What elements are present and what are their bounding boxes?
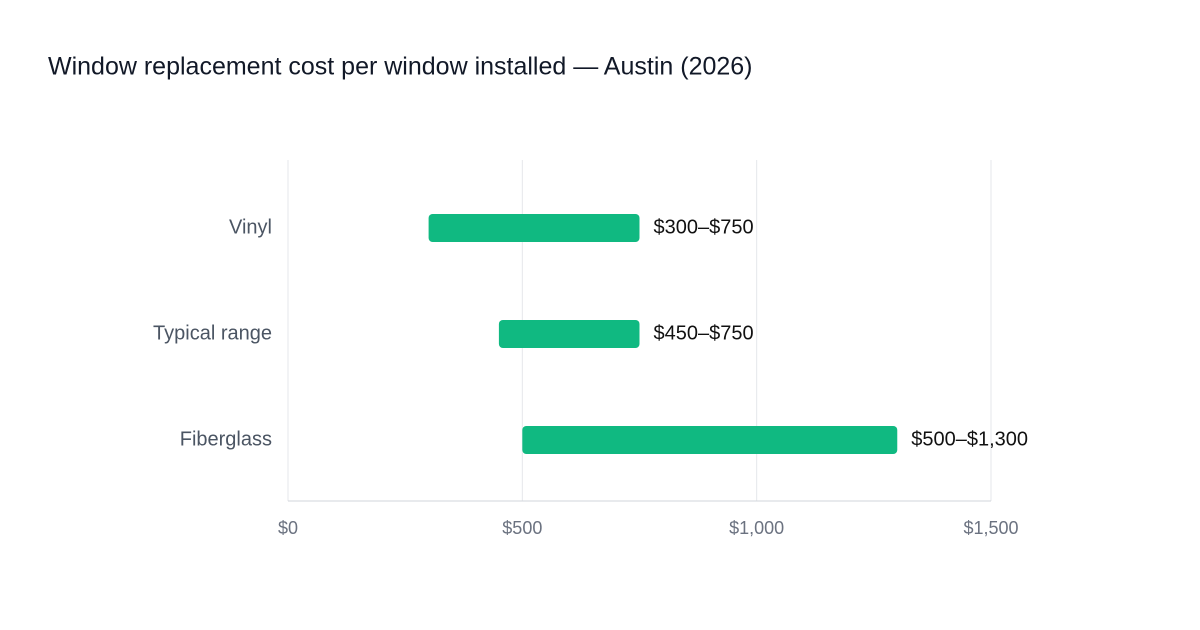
y-tick-label: Vinyl (229, 216, 272, 238)
bar (522, 426, 898, 454)
y-tick-label: Fiberglass (180, 428, 272, 450)
value-label: $450–$750 (654, 322, 754, 344)
y-tick-label: Typical range (153, 322, 272, 344)
x-tick-label: $1,000 (729, 518, 784, 538)
chart-title: Window replacement cost per window insta… (48, 53, 753, 81)
value-label: $300–$750 (654, 216, 754, 238)
bar (498, 320, 640, 348)
x-tick-label: $500 (502, 518, 542, 538)
x-tick-label: $0 (278, 518, 298, 538)
x-tick-label: $1,500 (963, 518, 1018, 538)
bar (428, 214, 640, 242)
value-label: $500–$1,300 (911, 428, 1028, 450)
